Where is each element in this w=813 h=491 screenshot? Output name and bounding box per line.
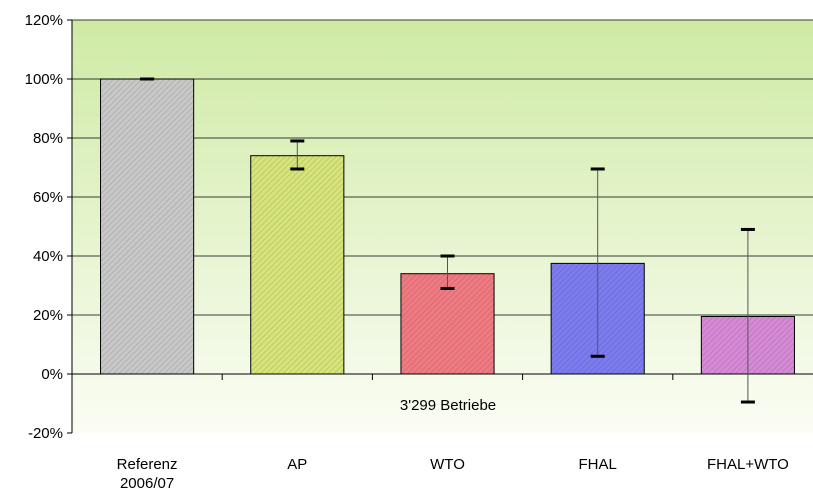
y-tick-label: 60% — [33, 189, 63, 206]
y-tick-label: 20% — [33, 307, 63, 324]
x-category-label: FHAL+WTO — [707, 456, 789, 473]
y-tick-label: 40% — [33, 248, 63, 265]
y-tick-label: 100% — [25, 71, 63, 88]
labels: -20% 0% 20% 40% 60% 80% 100% 120% Referenz 2006/0… — [25, 12, 789, 491]
x-category-label: Referenz — [117, 456, 178, 473]
bar-hatch — [400, 273, 495, 374]
bar-hatch — [100, 79, 194, 374]
x-category-label: AP — [287, 456, 307, 473]
axes — [67, 19, 674, 434]
bar-hatch — [250, 155, 344, 374]
x-category-label: 2006/07 — [120, 475, 174, 491]
annotation-label: 3'299 Betriebe — [400, 397, 496, 414]
y-tick-label: -20% — [28, 425, 63, 442]
y-tick-label: 0% — [41, 366, 63, 383]
y-tick-label: 120% — [25, 12, 63, 29]
y-tick-label: 80% — [33, 130, 63, 147]
x-category-label: FHAL — [579, 456, 617, 473]
x-category-label: WTO — [430, 456, 465, 473]
error-bars — [140, 77, 755, 404]
